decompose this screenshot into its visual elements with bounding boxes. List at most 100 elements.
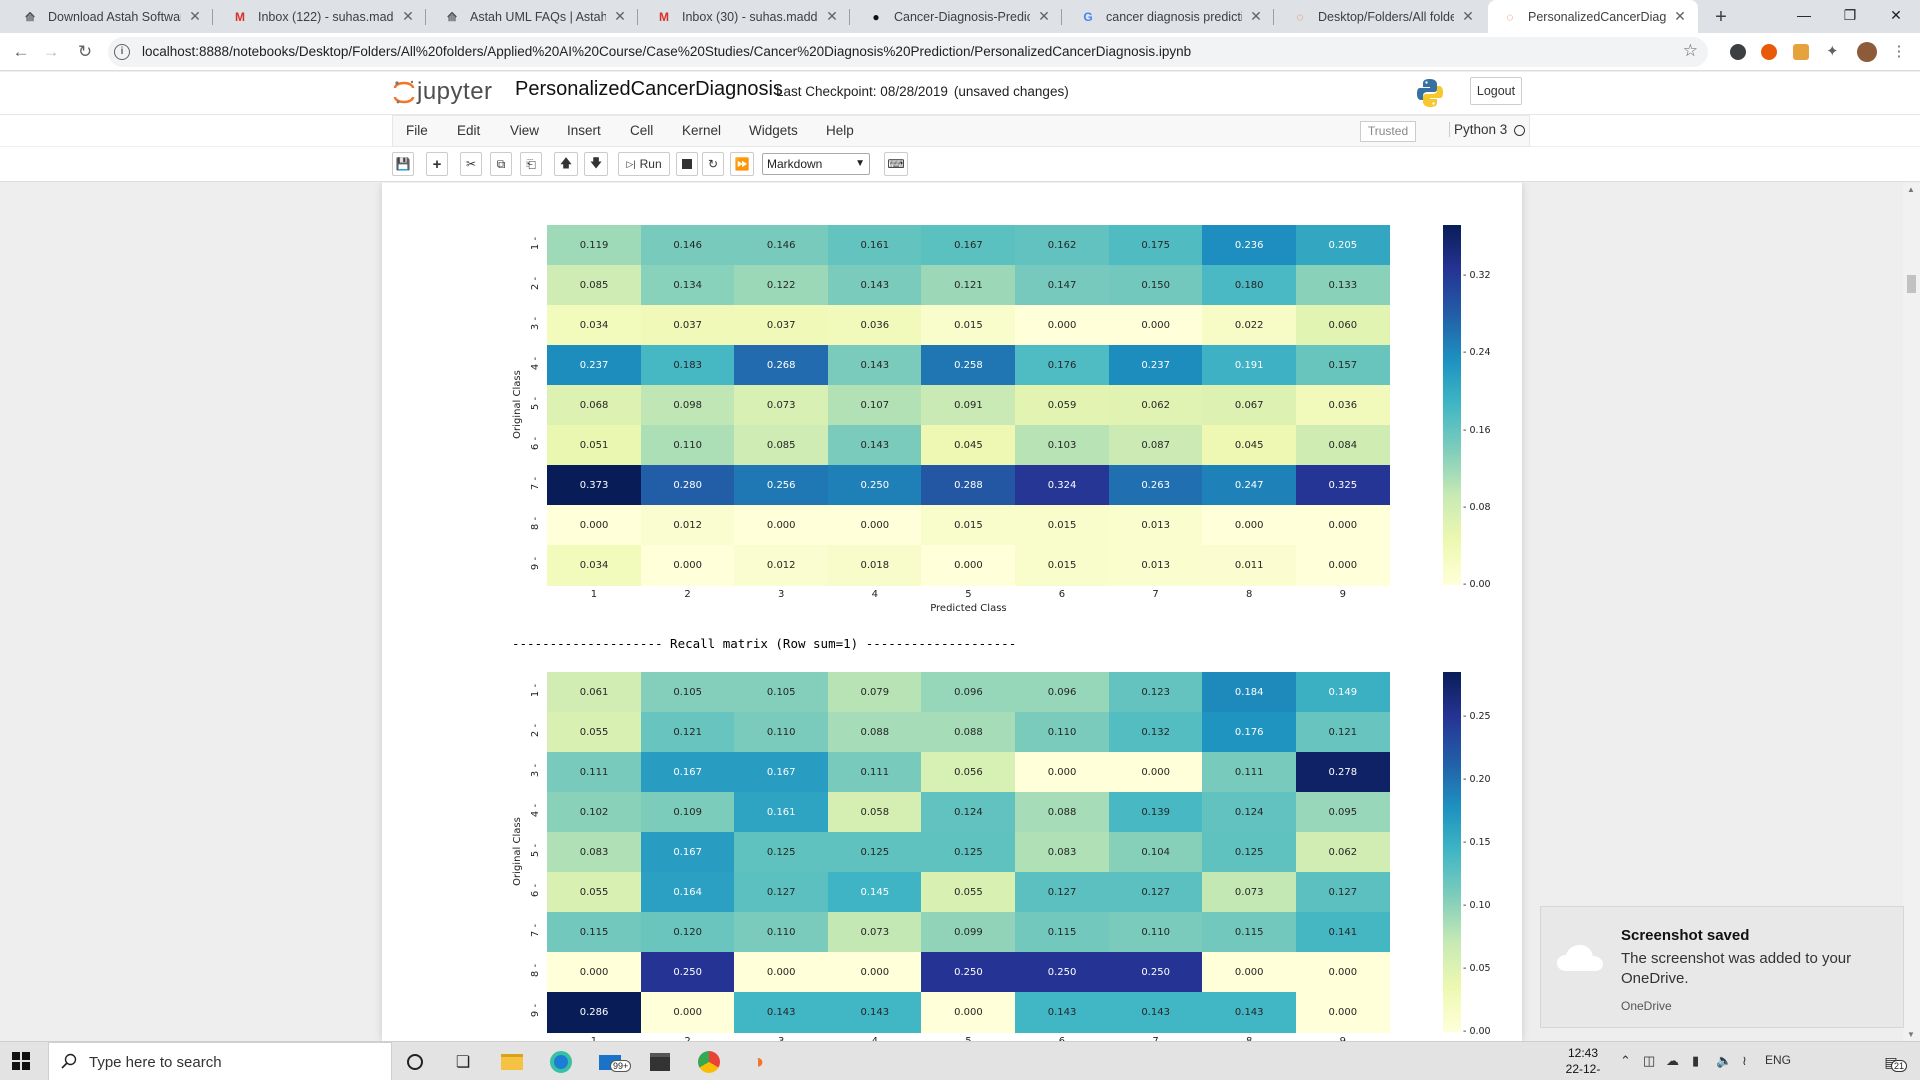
interrupt-button[interactable] [676,152,698,176]
browser-tab[interactable]: ◌ Desktop/Folders/All folders ✕ [1278,0,1486,33]
heatmap-cell: 0.015 [1015,505,1110,546]
y-tick-label: 9 - [530,556,542,571]
browser-tab[interactable]: ⟰ Download Astah Software | ✕ [8,0,213,33]
chrome-icon[interactable] [697,1050,721,1074]
menu-help[interactable]: Help [826,123,854,138]
page-scrollbar[interactable]: ▲ ▼ [1903,183,1920,1041]
restore-button[interactable]: ❐ [1843,7,1857,23]
heatmap-cell: 0.115 [1015,912,1110,953]
forward-icon[interactable]: → [42,42,60,61]
reload-icon[interactable]: ↻ [77,42,93,61]
cortana-icon[interactable] [403,1050,427,1074]
language-indicator[interactable]: ENG [1765,1053,1792,1067]
close-icon[interactable]: ✕ [614,8,626,24]
close-icon[interactable]: ✕ [1250,8,1262,24]
tray-app-icon[interactable]: ◫ [1643,1053,1656,1068]
menu-widgets[interactable]: Widgets [749,123,798,138]
scroll-up-icon[interactable]: ▲ [1907,185,1915,194]
minimize-button[interactable]: — [1797,7,1811,23]
onedrive-toast[interactable]: Screenshot saved The screenshot was adde… [1540,906,1904,1028]
system-clock[interactable]: 12:43 22-12-2020 [1553,1045,1613,1080]
onedrive-tray-icon[interactable]: ☁ [1666,1053,1679,1068]
close-icon[interactable]: ✕ [826,8,838,24]
store-icon[interactable] [648,1050,672,1074]
heatmap-cell: 0.143 [827,345,922,386]
kernel-name[interactable]: Python 3 [1449,122,1507,137]
extension-icon[interactable] [1730,44,1746,60]
save-button[interactable]: 💾 [392,152,414,176]
browser-tab[interactable]: ⟰ Astah UML FAQs | Astah ✕ [430,0,638,33]
taskbar-search-box[interactable]: Type here to search [48,1042,392,1080]
restart-button[interactable]: ↻ [702,152,724,176]
mail-icon[interactable]: 99+ [598,1050,632,1074]
heatmap-cell: 0.145 [827,872,922,913]
address-bar[interactable]: i localhost:8888/notebooks/Desktop/Folde… [108,37,1708,67]
insert-cell-button[interactable]: + [426,152,448,176]
browser-tab[interactable]: M Inbox (122) - suhas.maddali ✕ [218,0,426,33]
browser-tab[interactable]: M Inbox (30) - suhas.maddali ✕ [642,0,850,33]
more-menu-icon[interactable]: ⋮ [1891,43,1907,60]
close-icon[interactable]: ✕ [1674,8,1686,24]
extension-icon[interactable] [1761,44,1777,60]
edge-icon[interactable] [549,1050,573,1074]
move-down-button[interactable]: 🡇 [584,152,608,176]
bookmark-star-icon[interactable]: ☆ [1682,41,1698,60]
close-window-button[interactable]: ✕ [1890,7,1902,23]
jupyter-logo[interactable]: jupyter [393,77,493,107]
url-text[interactable]: localhost:8888/notebooks/Desktop/Folders… [142,44,1192,59]
back-icon[interactable]: ← [12,42,30,61]
file-explorer-icon[interactable] [500,1050,524,1074]
avatar[interactable] [1857,42,1877,62]
close-icon[interactable]: ✕ [1462,8,1474,24]
trusted-indicator[interactable]: Trusted [1360,121,1416,142]
restart-run-all-button[interactable]: ⏩ [730,152,754,176]
volume-icon[interactable]: 🔈 [1716,1053,1733,1068]
battery-icon[interactable]: ▮ [1692,1053,1700,1068]
heatmap-cell: 0.121 [921,265,1016,306]
notebook-name[interactable]: PersonalizedCancerDiagnosis [515,78,783,100]
cut-button[interactable]: ✂ [460,152,482,176]
wifi-icon[interactable]: ≀ [1742,1053,1747,1068]
copy-button[interactable]: ⧉ [490,152,512,176]
notification-count: 21 [1891,1060,1908,1072]
menu-kernel[interactable]: Kernel [682,123,722,138]
jupyter-taskbar-icon[interactable]: ◑ [751,1050,765,1073]
heatmap-cell: 0.085 [734,425,829,466]
windows-start-icon[interactable] [12,1052,30,1070]
scroll-down-icon[interactable]: ▼ [1907,1030,1915,1039]
gmail-icon: M [659,9,669,24]
heatmap-cell: 0.055 [547,872,642,913]
paste-button[interactable]: ⎗ [520,152,542,176]
notification-center-icon[interactable]: ▤ 21 [1879,1050,1908,1074]
heatmap-cell: 0.133 [1295,265,1390,306]
menu-file[interactable]: File [406,123,428,138]
new-tab-button[interactable]: + [1715,6,1727,28]
menu-edit[interactable]: Edit [457,123,481,138]
heatmap-cell: 0.143 [827,425,922,466]
cell-type-select[interactable]: Markdown ▼ [762,153,870,175]
menu-cell[interactable]: Cell [630,123,654,138]
move-up-button[interactable]: 🡅 [554,152,578,176]
tray-chevron-up-icon[interactable]: ⌃ [1620,1053,1631,1068]
close-icon[interactable]: ✕ [189,8,201,24]
heatmap-cell: 0.373 [547,465,642,506]
close-icon[interactable]: ✕ [402,8,414,24]
browser-tab[interactable]: G cancer diagnosis prediction ✕ [1066,0,1274,33]
heatmap-cell: 0.034 [547,305,642,346]
task-view-icon[interactable]: ❏ [455,1054,471,1071]
run-button[interactable]: ▷| Run [618,152,670,176]
browser-tab-active[interactable]: ◌ PersonalizedCancerDiagnos ✕ [1488,0,1698,33]
browser-toolbar: ← → ↻ i localhost:8888/notebooks/Desktop… [0,33,1920,71]
heatmap-cell: 0.150 [1108,265,1203,306]
puzzle-icon[interactable]: ✦ [1826,43,1839,60]
logout-button[interactable]: Logout [1470,77,1522,105]
scrollbar-thumb[interactable] [1907,275,1916,293]
heatmap-cell: 0.018 [827,545,922,586]
info-icon[interactable]: i [114,44,130,60]
menu-view[interactable]: View [510,123,540,138]
close-icon[interactable]: ✕ [1038,8,1050,24]
menu-insert[interactable]: Insert [567,123,601,138]
command-palette-button[interactable]: ⌨ [884,152,908,176]
extension-icon[interactable] [1793,44,1809,60]
browser-tab[interactable]: ● Cancer-Diagnosis-Prediction ✕ [854,0,1062,33]
